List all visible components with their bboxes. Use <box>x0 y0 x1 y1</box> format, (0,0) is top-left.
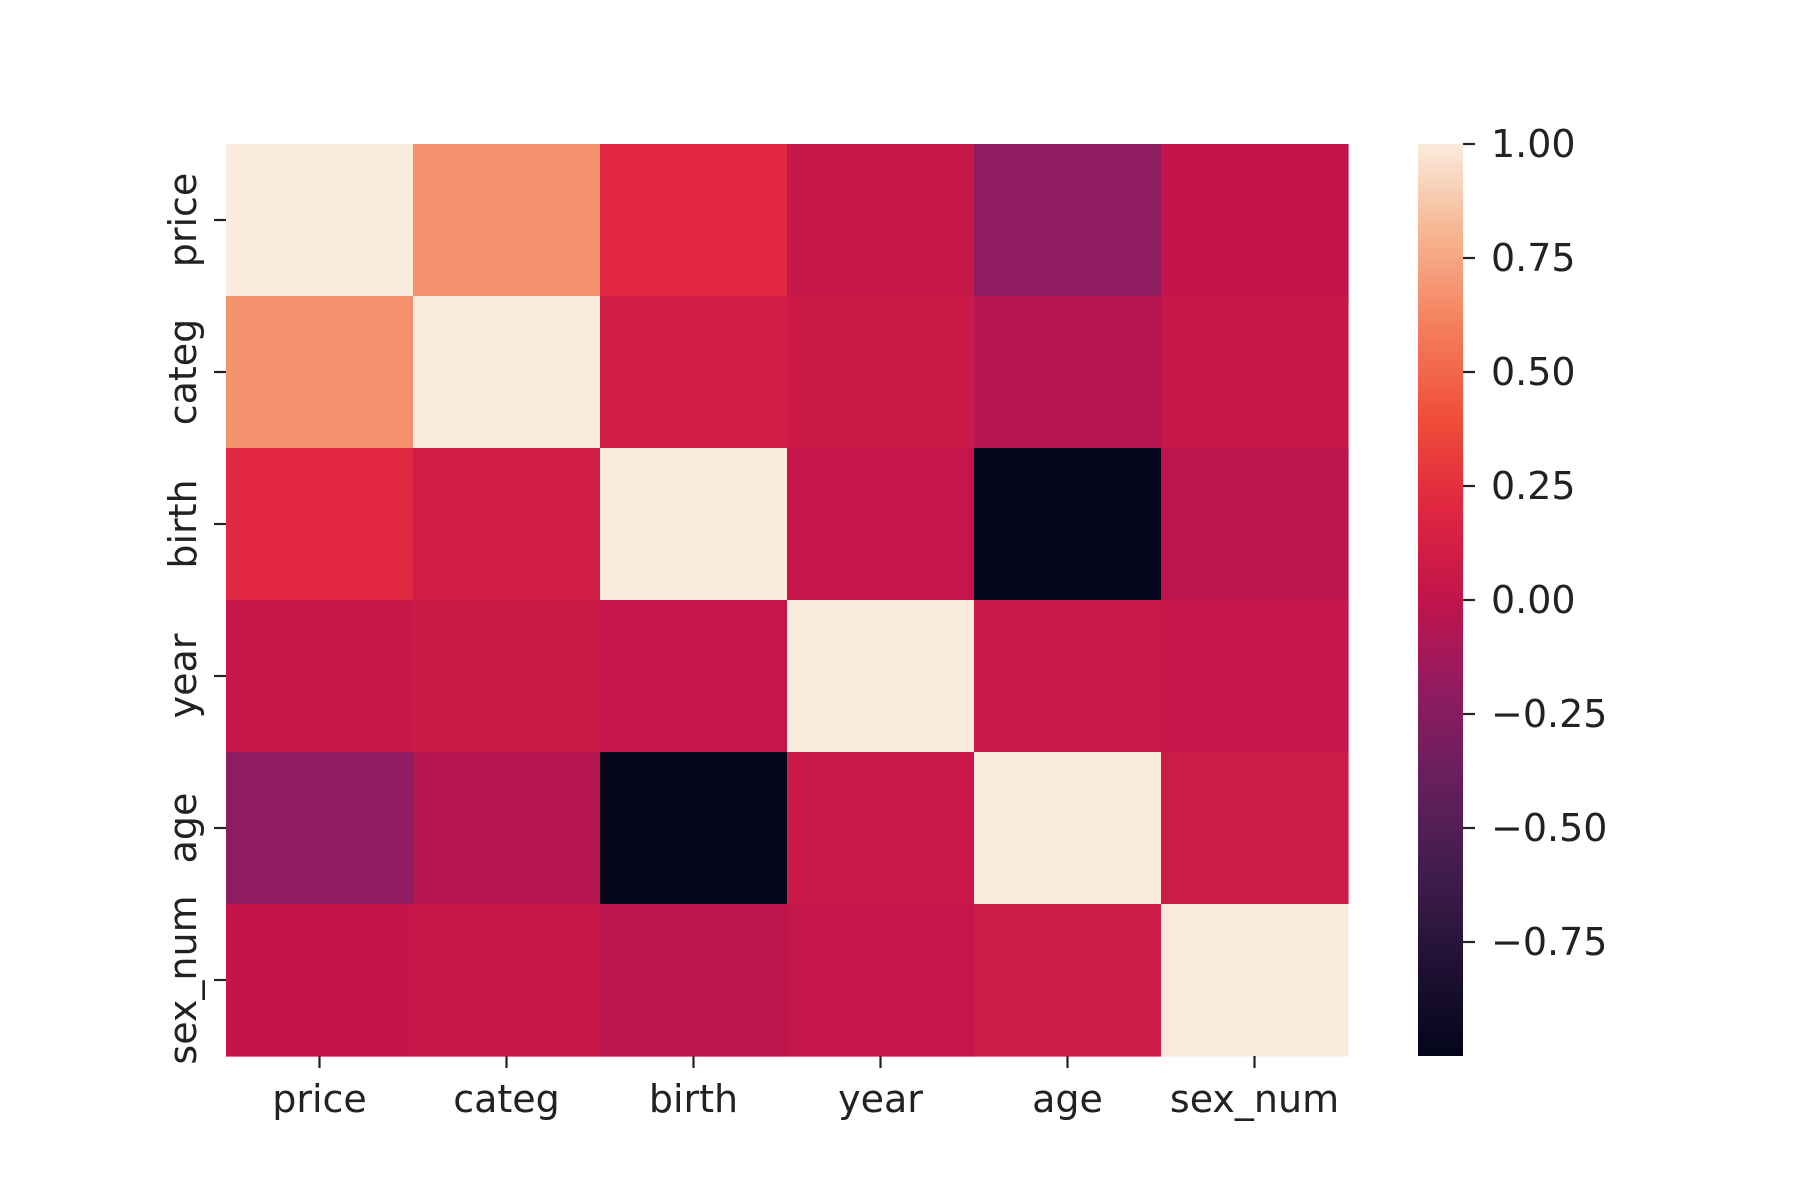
heatmap-cell <box>600 752 788 905</box>
x-tick-label: sex_num <box>1170 1077 1339 1121</box>
heatmap-cell <box>974 752 1162 905</box>
heatmap-cell <box>787 448 975 601</box>
heatmap-cell <box>1161 904 1349 1057</box>
heatmap-cell <box>600 144 788 297</box>
x-tick-label: year <box>838 1077 923 1121</box>
heatmap-cell <box>974 904 1162 1057</box>
x-tick-label: age <box>1032 1077 1103 1121</box>
heatmap-cell <box>787 752 975 905</box>
heatmap-cell <box>600 296 788 449</box>
heatmap-cell <box>226 752 414 905</box>
colorbar-tick-label: 1.00 <box>1491 122 1576 166</box>
heatmap-cell <box>974 600 1162 753</box>
heatmap-cell <box>974 448 1162 601</box>
y-tick-label: birth <box>161 479 205 568</box>
x-tick-label: categ <box>453 1077 560 1121</box>
heatmap-cell <box>226 296 414 449</box>
heatmap-cell <box>1161 448 1349 601</box>
heatmap-cell <box>600 904 788 1057</box>
y-axis: price categ birth year age sex_num <box>161 173 226 1065</box>
heatmap-cell <box>226 448 414 601</box>
x-tick-label: birth <box>649 1077 738 1121</box>
colorbar-tick-label: 0.00 <box>1491 578 1576 622</box>
y-tick-label: sex_num <box>161 895 205 1064</box>
colorbar-tick-label: 0.75 <box>1491 236 1576 280</box>
colorbar-tick-label: −0.75 <box>1491 920 1607 964</box>
heatmap-cell <box>974 296 1162 449</box>
y-tick-label: year <box>161 633 205 718</box>
heatmap-cell <box>226 144 414 297</box>
heatmap-cell <box>787 144 975 297</box>
heatmap-cell <box>1161 296 1349 449</box>
heatmap-cell <box>226 904 414 1057</box>
colorbar-tick-label: −0.50 <box>1491 806 1607 850</box>
heatmap-cell <box>413 296 601 449</box>
heatmap-cell <box>787 296 975 449</box>
heatmap-cell <box>600 448 788 601</box>
heatmap-cell <box>1161 144 1349 297</box>
heatmap-cell <box>787 600 975 753</box>
y-tick-label: categ <box>161 319 205 426</box>
colorbar-tick-label: −0.25 <box>1491 692 1607 736</box>
heatmap-cell <box>413 144 601 297</box>
heatmap-cells <box>226 144 1349 1057</box>
heatmap-cell <box>1161 600 1349 753</box>
heatmap-cell <box>413 600 601 753</box>
y-tick-label: price <box>161 173 205 268</box>
heatmap-cell <box>787 904 975 1057</box>
heatmap-cell <box>413 904 601 1057</box>
heatmap-cell <box>413 448 601 601</box>
colorbar-tick-label: 0.25 <box>1491 464 1576 508</box>
colorbar-tick-label: 0.50 <box>1491 350 1576 394</box>
heatmap-cell <box>413 752 601 905</box>
heatmap-cell <box>974 144 1162 297</box>
colorbar: 1.00 0.75 0.50 0.25 0.00 −0.25 −0.50 −0.75 <box>1418 122 1607 1056</box>
heatmap-cell <box>600 600 788 753</box>
x-tick-label: price <box>272 1077 367 1121</box>
heatmap-cell <box>1161 752 1349 905</box>
heatmap-cell <box>226 600 414 753</box>
y-tick-label: age <box>161 793 205 864</box>
colorbar-gradient <box>1418 144 1463 1056</box>
x-axis: price categ birth year age sex_num <box>272 1056 1339 1121</box>
